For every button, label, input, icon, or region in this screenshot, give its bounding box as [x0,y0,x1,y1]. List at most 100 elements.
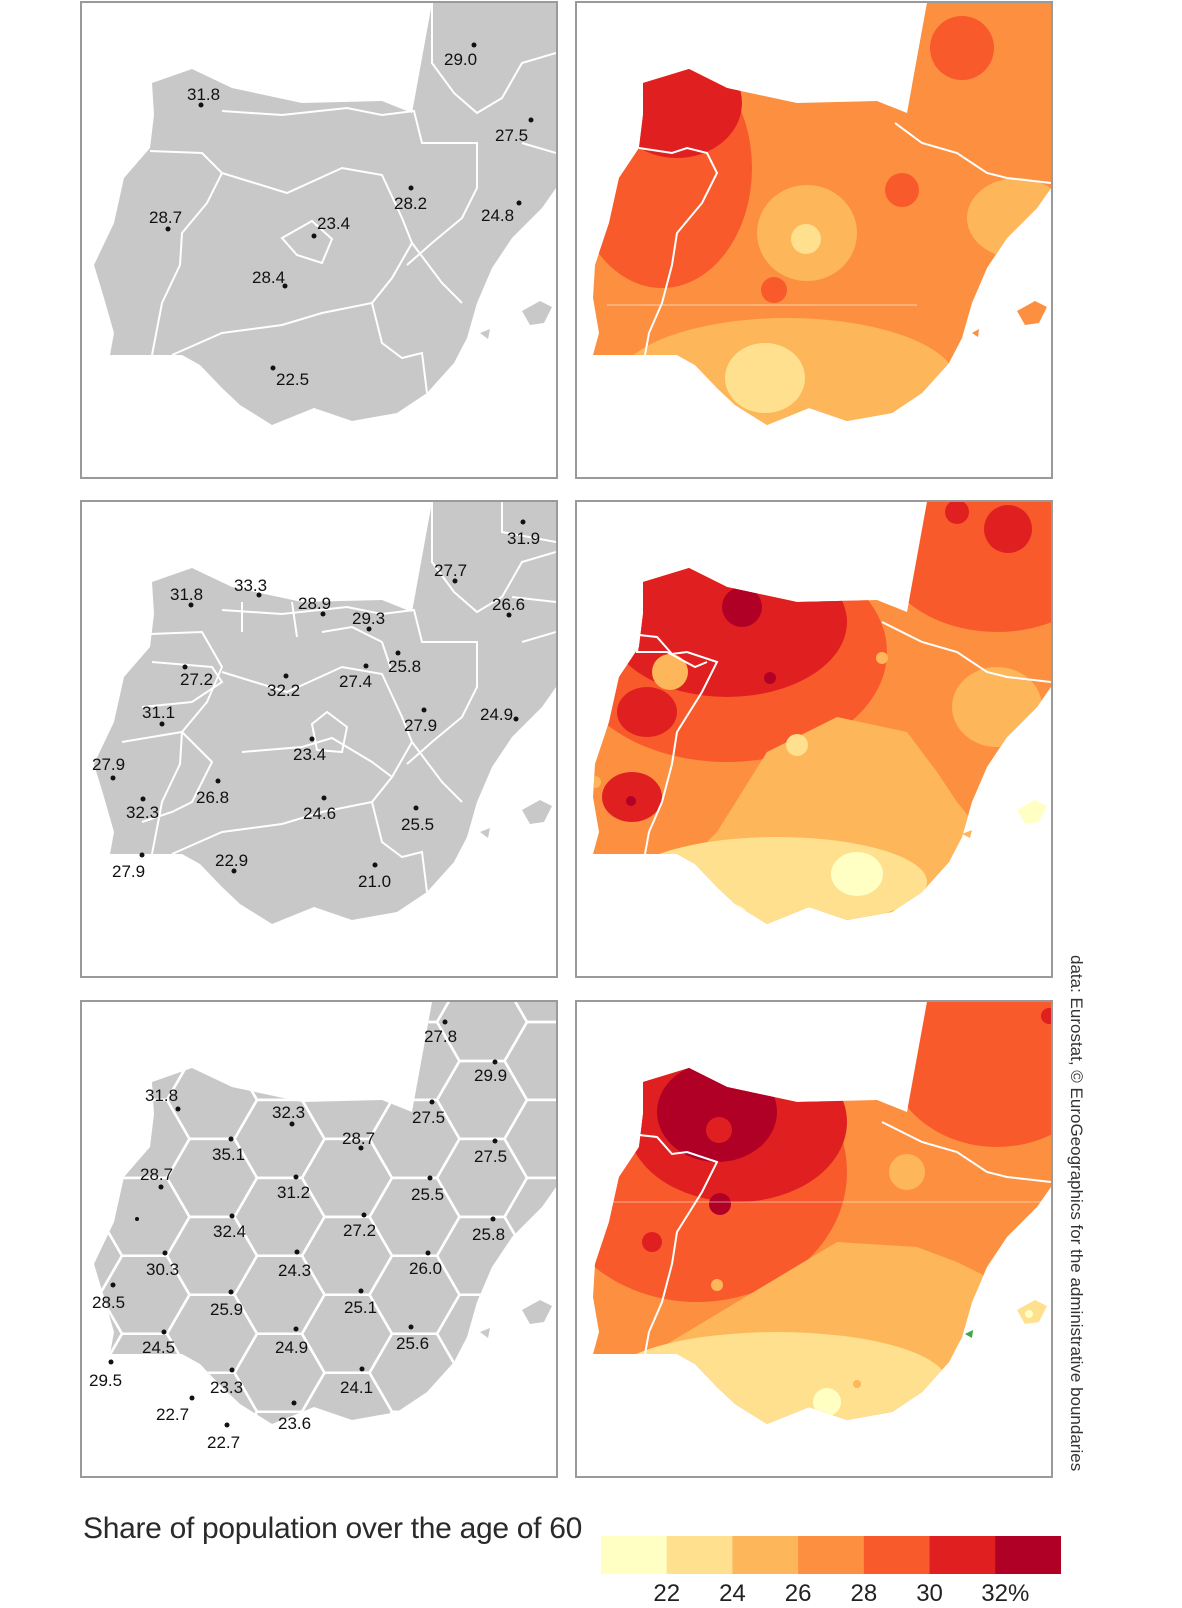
hex-label: 24.5 [142,1329,175,1357]
hex-label: 22.7 [207,1422,240,1452]
hexgrid-values-map: 27.8 29.9 31.8 32.3 27.5 35.1 28.7 27.5 … [80,1000,558,1478]
label-text: 31.8 [187,85,220,104]
label-text: 27.5 [474,1147,507,1166]
nuts2-map-svg: 31.9 27.7 31.8 33.3 28.9 29.3 26.6 27.2 … [92,502,556,924]
label-text: 26.6 [492,595,525,614]
figure-title: Share of population over the age of 60 [83,1512,582,1545]
balearic-islands [480,800,552,838]
hex-cell [503,1098,556,1180]
label-valencia: 25.5 [401,805,434,834]
label-aquitaine: 31.9 [507,519,540,548]
label-text: 27.9 [404,716,437,735]
iberia-land [94,3,556,425]
label-text: 26.0 [409,1259,442,1278]
label-aragon: 25.8 [388,650,421,676]
island-green [965,1330,973,1338]
country-borders [635,621,1051,855]
legend-swatch [863,1536,931,1574]
hexgrid-interpolated-map [575,1000,1053,1478]
label-text: 33.3 [234,576,267,595]
label-text: 28.7 [149,208,182,227]
label-text: 31.1 [142,703,175,722]
label-pais-vasco: 29.3 [352,609,385,632]
hex-cell [98,1002,191,1024]
label-text: 28.5 [92,1293,125,1312]
label-madrid: 23.4 [311,214,350,239]
hex-label: 27.2 [343,1212,376,1240]
hex-cell [302,1451,392,1478]
label-castilla-leon: 32.2 [267,673,300,700]
legend-swatch [798,1536,865,1574]
hex-label: 27.5 [474,1138,507,1166]
hex-label: 25.9 [210,1289,243,1319]
legend-swatch [666,1536,733,1574]
data-credit: data: Eurostat, © EuroGeographics for th… [1067,955,1086,1472]
label-midi: 27.7 [434,561,467,584]
label-text: 31.8 [145,1086,178,1105]
hex-cell [82,1451,122,1478]
island-dot [962,830,972,838]
label-aragon-sur: 27.9 [404,707,437,735]
label-text: 29.5 [89,1371,122,1390]
label-text: 27.2 [180,670,213,689]
label-text: 24.9 [275,1338,308,1357]
label-text: 27.8 [424,1027,457,1046]
label-text: 25.8 [472,1225,505,1244]
nuts1-values-map: 31.8 29.0 27.5 28.2 24.8 28.7 23.4 28.4 … [80,1,558,479]
label-galicia: 31.8 [170,585,203,608]
label-text: 32.3 [126,803,159,822]
label-text: 32.2 [267,681,300,700]
hex-cell [503,1020,556,1102]
hex-label: 25.1 [344,1288,377,1317]
label-languedoc: 26.6 [492,595,525,618]
hex-label: 31.2 [277,1174,310,1202]
hex-label: 29.5 [89,1359,122,1390]
label-madrid: 23.4 [293,736,326,764]
label-text: 27.7 [434,561,467,580]
hex-cell [435,1371,529,1424]
label-mediterranee: 27.5 [495,117,534,145]
legend-swatch [601,1536,668,1574]
label-text: 23.4 [317,214,350,233]
label-text: 27.2 [343,1221,376,1240]
value-labels: 31.8 29.0 27.5 28.2 24.8 28.7 23.4 28.4 … [149,42,534,389]
label-text: 29.0 [444,50,477,69]
legend-tick-label: 24 [719,1580,746,1607]
label-portugal: 28.7 [149,208,182,232]
island-dot [972,329,979,337]
label-text: 31.9 [507,529,540,548]
label-sud-ouest: 29.0 [444,42,477,69]
hex-label: 26.0 [409,1250,442,1278]
hex-label: 28.5 [92,1282,125,1312]
label-centro: 28.4 [252,268,288,289]
label-algarve: 27.9 [112,852,145,881]
label-text: 32.3 [272,1103,305,1122]
label-text: 24.1 [340,1378,373,1397]
country-borders [638,1121,1051,1355]
balearic-islands [480,301,552,339]
hex-label: 35.1 [212,1136,245,1164]
label-text: 21.0 [358,872,391,891]
nuts1-surface-svg [593,3,1051,425]
hex-label: 25.6 [396,1324,429,1353]
label-text: 25.6 [396,1334,429,1353]
label-text: 24.9 [480,705,513,724]
label-text: 22.7 [156,1405,189,1424]
label-text: 23.3 [210,1378,243,1397]
label-murcia: 21.0 [358,862,391,891]
legend-tick-label: 30 [916,1580,943,1607]
label-text: 22.9 [215,851,248,870]
hex-cell [368,1410,461,1424]
hex-label: 27.8 [424,1019,457,1046]
hex-label: 24.1 [340,1366,373,1397]
hex-cell [437,1451,527,1478]
label-text: 29.3 [352,609,385,628]
hex-cell [94,1137,124,1219]
label-text: 27.9 [92,755,125,774]
label-text: 28.7 [342,1129,375,1148]
hex-label: 32.3 [272,1103,305,1127]
label-andalucia: 22.9 [215,851,248,874]
label-asturias: 33.3 [234,576,267,598]
value-labels: 31.9 27.7 31.8 33.3 28.9 29.3 26.6 27.2 … [92,519,540,891]
label-text: 28.2 [394,194,427,213]
